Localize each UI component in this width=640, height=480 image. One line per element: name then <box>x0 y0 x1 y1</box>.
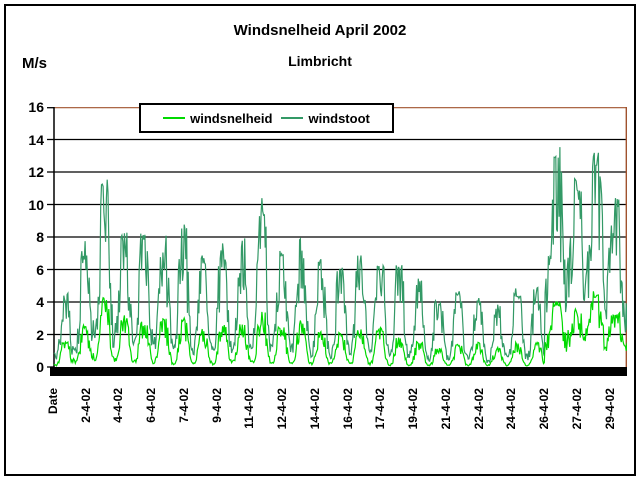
y-tick-label: 14 <box>28 131 44 148</box>
x-tick-label: 2-4-02 <box>78 388 93 423</box>
x-tick-label: 14-4-02 <box>307 388 322 430</box>
y-tick-label: 4 <box>36 294 44 310</box>
x-tick-label: 12-4-02 <box>275 388 290 430</box>
x-tick-label: 26-4-02 <box>537 388 552 430</box>
y-axis-unit-label: M/s <box>22 55 48 72</box>
windsnelheid-line-swatch <box>163 117 186 119</box>
legend-item-windstoot: windstoot <box>281 110 370 126</box>
windstoot-line-swatch <box>281 117 304 119</box>
y-tick-label: 6 <box>36 261 44 278</box>
x-tick-label: 21-4-02 <box>438 388 453 430</box>
y-tick-label: 2 <box>36 326 44 343</box>
x-tick-label: 9-4-02 <box>209 388 224 423</box>
x-tick-label: 17-4-02 <box>373 388 388 430</box>
x-tick-label: 22-4-02 <box>471 388 486 430</box>
chart-title: Windsnelheid April 2002 <box>233 22 407 39</box>
x-tick-label: 27-4-02 <box>569 388 584 430</box>
x-tick-label: 19-4-02 <box>406 388 421 430</box>
x-tick-label: 24-4-02 <box>504 388 519 430</box>
x-tick-label: Date <box>46 388 60 415</box>
y-tick-label: 0 <box>36 359 44 375</box>
legend-label-windstoot: windstoot <box>308 110 370 126</box>
legend-item-windsnelheid: windsnelheid <box>163 111 272 126</box>
legend: windsnelheid windstoot <box>139 103 394 133</box>
y-tick-label: 10 <box>28 196 44 213</box>
chart-subtitle: Limbricht <box>288 53 352 69</box>
x-tick-label: 11-4-02 <box>242 388 257 429</box>
x-tick-label: 29-4-02 <box>602 388 617 430</box>
x-tick-label: 16-4-02 <box>340 388 355 430</box>
x-tick-label: 7-4-02 <box>176 388 191 423</box>
y-tick-label: 8 <box>36 229 44 245</box>
x-tick-label: 6-4-02 <box>144 388 159 423</box>
x-tick-label: 4-4-02 <box>111 388 126 423</box>
legend-label-windsnelheid: windsnelheid <box>190 110 273 126</box>
y-tick-label: 16 <box>28 99 44 115</box>
y-tick-label: 12 <box>28 164 44 180</box>
chart-frame: Windsnelheid April 2002 Limbricht M/s 0 2… <box>4 4 636 476</box>
plot-area <box>47 107 627 376</box>
